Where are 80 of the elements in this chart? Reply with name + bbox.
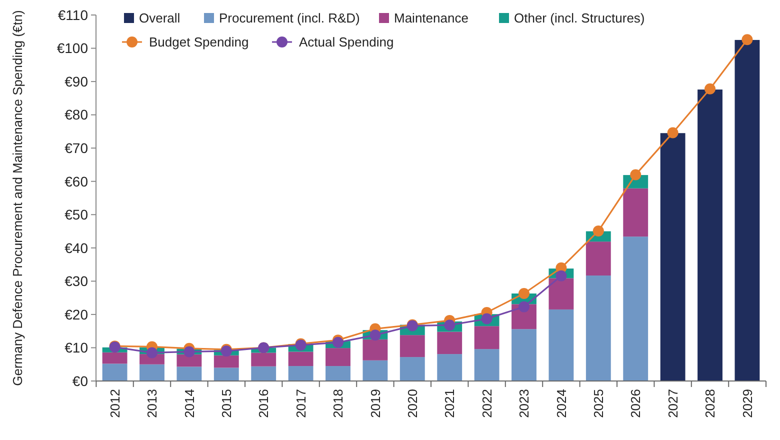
bar — [660, 133, 686, 381]
bar — [326, 366, 350, 381]
bar — [251, 352, 276, 366]
x-tick-label: 2014 — [182, 389, 197, 418]
x-tick-label: 2015 — [218, 389, 234, 418]
x-tick-label: 2016 — [256, 389, 272, 418]
bar — [288, 352, 314, 366]
x-tick-label: 2012 — [107, 389, 122, 418]
y-tick-label: €70 — [64, 140, 88, 156]
y-tick-label: €0 — [72, 372, 88, 389]
x-tick-label: 2022 — [479, 389, 494, 418]
y-axis-title: Germany Defence Procurement and Maintenance Spending (€tn) — [10, 10, 25, 386]
legend-label: Overall — [139, 10, 180, 26]
bar — [140, 364, 164, 381]
y-tick-label: €30 — [64, 273, 88, 290]
point — [184, 346, 195, 358]
point — [667, 127, 678, 138]
legend-label: Actual Spending — [299, 34, 394, 50]
bar — [623, 188, 648, 237]
bar — [251, 366, 276, 381]
bar — [512, 329, 536, 381]
y-tick-label: €60 — [64, 173, 88, 190]
legend-label: Maintenance — [394, 10, 468, 26]
bar — [734, 40, 760, 381]
x-tick-label: 2029 — [740, 389, 755, 418]
y-tick-label: €100 — [56, 40, 88, 56]
y-tick-label: €110 — [58, 6, 88, 23]
x-tick-label: 2024 — [554, 389, 569, 418]
bar — [474, 349, 500, 381]
bar — [437, 332, 462, 354]
bar — [698, 90, 722, 381]
point — [556, 270, 567, 282]
bar — [362, 360, 388, 381]
y-tick-label: €90 — [64, 73, 88, 90]
x-tick-label: 2017 — [293, 389, 308, 418]
x-tick-label: 2023 — [516, 389, 532, 418]
point — [370, 330, 381, 341]
point — [704, 83, 716, 94]
x-tick-label: 2019 — [368, 389, 383, 418]
bar — [586, 242, 611, 276]
x-tick-label: 2013 — [144, 389, 160, 418]
bar — [214, 355, 239, 368]
bar — [437, 354, 462, 381]
x-tick-label: 2028 — [702, 389, 718, 418]
x-tick-label: 2020 — [404, 389, 420, 418]
bar — [176, 354, 202, 367]
legend-label: Budget Spending — [149, 34, 249, 50]
y-tick-label: €80 — [64, 106, 88, 123]
bar — [176, 366, 202, 381]
bar — [548, 278, 574, 310]
point — [146, 347, 158, 358]
bar — [288, 366, 314, 381]
x-tick-label: 2027 — [665, 389, 680, 418]
x-tick-label: 2026 — [628, 389, 644, 418]
bar — [548, 309, 574, 381]
bar — [586, 276, 611, 381]
legend-label: Other (incl. Structures) — [514, 10, 645, 26]
y-tick-label: €50 — [64, 206, 88, 223]
y-tick-label: €20 — [64, 306, 88, 322]
point — [592, 225, 604, 236]
bar — [623, 236, 648, 381]
bar — [400, 335, 425, 358]
bar — [362, 339, 388, 360]
point — [444, 320, 456, 331]
bar — [102, 364, 128, 381]
bar — [214, 368, 239, 381]
legend-label: Procurement (incl. R&D) — [219, 10, 360, 26]
point — [518, 288, 530, 299]
y-tick-label: €10 — [64, 340, 88, 356]
bar — [102, 352, 128, 364]
point — [630, 169, 642, 180]
y-tick-label: €40 — [64, 240, 88, 256]
x-tick-label: 2025 — [590, 389, 606, 418]
bar — [474, 326, 500, 350]
bar — [400, 357, 425, 381]
x-tick-label: 2018 — [330, 389, 346, 418]
x-tick-label: 2021 — [442, 389, 458, 418]
bar — [326, 348, 350, 366]
point — [518, 301, 530, 312]
point — [742, 34, 753, 46]
